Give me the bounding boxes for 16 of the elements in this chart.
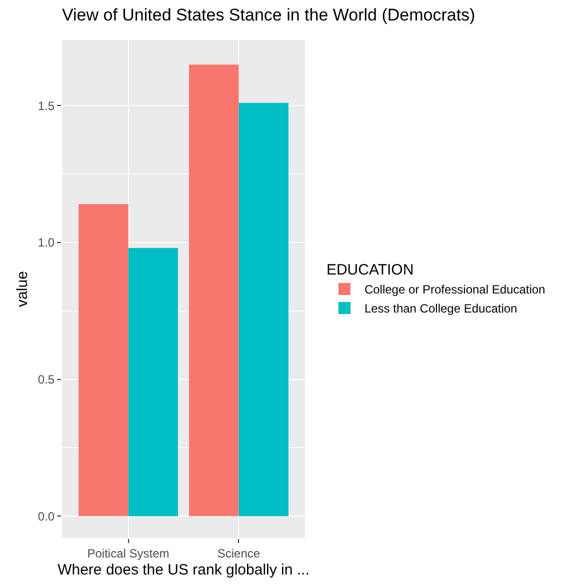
bar [78,204,128,516]
bar [189,64,239,516]
x-axis-title: Where does the US rank globally in ... [58,561,310,578]
y-axis-title: value [14,271,32,307]
y-tick-label: 1.0 [38,236,55,250]
legend-title: EDUCATION [326,262,414,278]
bar [128,248,178,516]
x-tick-label: Poitical System [87,546,170,560]
legend-label: College or Professional Education [364,282,546,297]
y-tick-label: 0.0 [38,509,55,524]
chart-title: View of United States Stance in the World (Democrats) [62,6,476,25]
y-tick-label: 0.5 [38,372,55,386]
bar [238,102,288,516]
y-tick-label: 1.5 [38,98,55,113]
legend-label: Less than College Education [364,302,518,316]
x-tick-label: Science [217,546,260,560]
